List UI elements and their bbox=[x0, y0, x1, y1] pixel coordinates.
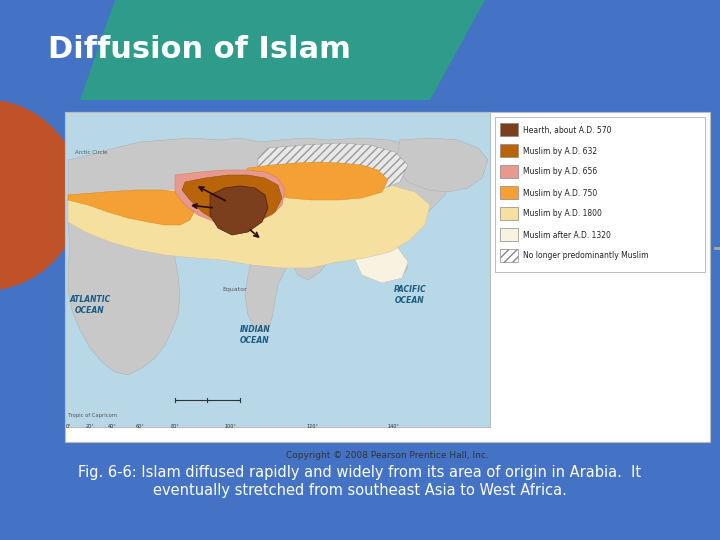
Polygon shape bbox=[210, 186, 268, 235]
Text: 40°: 40° bbox=[107, 424, 117, 429]
Text: Muslim by A.D. 656: Muslim by A.D. 656 bbox=[523, 167, 598, 177]
Bar bbox=[500, 165, 518, 178]
Text: Hearth, about A.D. 570: Hearth, about A.D. 570 bbox=[523, 125, 611, 134]
Polygon shape bbox=[396, 138, 488, 192]
Text: 0°: 0° bbox=[66, 424, 71, 429]
Text: eventually stretched from southeast Asia to West Africa.: eventually stretched from southeast Asia… bbox=[153, 483, 567, 497]
Text: 20°: 20° bbox=[86, 424, 94, 429]
Text: 120°: 120° bbox=[306, 424, 318, 429]
Polygon shape bbox=[182, 175, 282, 225]
Text: Equator: Equator bbox=[222, 287, 248, 293]
Text: 80°: 80° bbox=[171, 424, 179, 429]
Bar bbox=[500, 144, 518, 157]
Bar bbox=[500, 186, 518, 199]
Text: 100°: 100° bbox=[224, 424, 236, 429]
Text: ATLANTIC
OCEAN: ATLANTIC OCEAN bbox=[69, 295, 111, 315]
Polygon shape bbox=[338, 190, 398, 248]
Polygon shape bbox=[68, 200, 180, 375]
Bar bbox=[500, 228, 518, 241]
Text: Muslim by A.D. 632: Muslim by A.D. 632 bbox=[523, 146, 597, 156]
Polygon shape bbox=[68, 180, 430, 268]
Polygon shape bbox=[68, 138, 448, 330]
Text: INDIAN
OCEAN: INDIAN OCEAN bbox=[240, 325, 271, 345]
Bar bbox=[65, 112, 710, 442]
Bar bbox=[65, 112, 490, 427]
Circle shape bbox=[0, 100, 80, 290]
Bar bbox=[500, 249, 518, 262]
Text: Muslim by A.D. 1800: Muslim by A.D. 1800 bbox=[523, 210, 602, 219]
Text: 60°: 60° bbox=[135, 424, 145, 429]
Text: No longer predominantly Muslim: No longer predominantly Muslim bbox=[523, 252, 649, 260]
Text: Diffusion of Islam: Diffusion of Islam bbox=[48, 36, 351, 64]
Polygon shape bbox=[80, 0, 485, 100]
Text: Fig. 6-6: Islam diffused rapidly and widely from its area of origin in Arabia.  : Fig. 6-6: Islam diffused rapidly and wid… bbox=[78, 464, 642, 480]
Text: Arctic Circle: Arctic Circle bbox=[75, 150, 107, 154]
Text: Copyright © 2008 Pearson Prentice Hall, Inc.: Copyright © 2008 Pearson Prentice Hall, … bbox=[286, 450, 489, 460]
Bar bbox=[495, 117, 705, 272]
Text: 140°: 140° bbox=[387, 424, 399, 429]
Polygon shape bbox=[68, 190, 195, 225]
Text: Muslim after A.D. 1320: Muslim after A.D. 1320 bbox=[523, 231, 611, 240]
Polygon shape bbox=[245, 162, 388, 200]
Text: Muslim by A.D. 750: Muslim by A.D. 750 bbox=[523, 188, 598, 198]
Text: PACIFIC
OCEAN: PACIFIC OCEAN bbox=[394, 285, 426, 305]
Polygon shape bbox=[258, 143, 408, 192]
Polygon shape bbox=[285, 190, 338, 280]
Bar bbox=[500, 123, 518, 136]
Polygon shape bbox=[362, 250, 408, 280]
Bar bbox=[500, 207, 518, 220]
Polygon shape bbox=[175, 170, 285, 225]
Text: Tropic of Capricorn: Tropic of Capricorn bbox=[68, 413, 117, 417]
Polygon shape bbox=[355, 242, 408, 283]
